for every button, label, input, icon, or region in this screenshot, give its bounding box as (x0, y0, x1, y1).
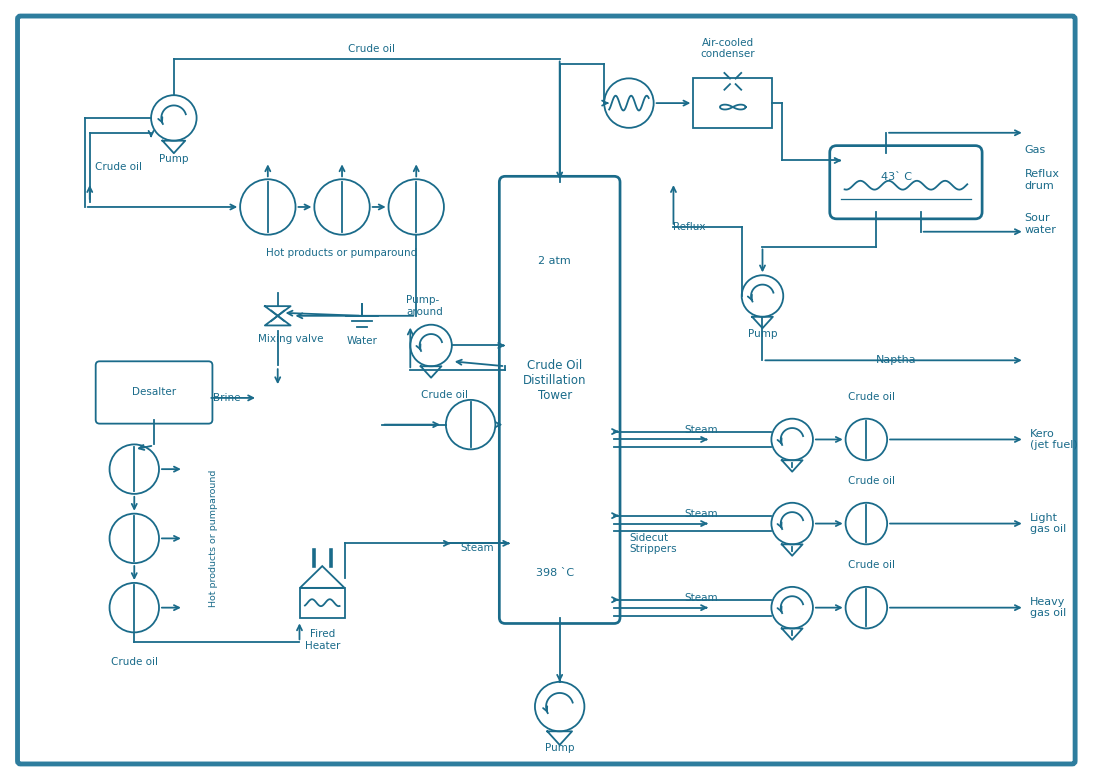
Text: Crude oil: Crude oil (848, 560, 895, 570)
Text: Pump: Pump (545, 743, 575, 753)
Text: Naptha: Naptha (877, 356, 917, 365)
Text: Crude oil: Crude oil (110, 657, 157, 667)
Text: Fired
Heater: Fired Heater (305, 629, 340, 651)
Text: Light
gas oil: Light gas oil (1030, 512, 1066, 534)
Text: Steam: Steam (461, 544, 494, 553)
Text: Reflux
drum: Reflux drum (1024, 169, 1059, 191)
Text: Crude oil: Crude oil (848, 392, 895, 402)
Text: Steam: Steam (684, 424, 718, 434)
Text: Crude oil: Crude oil (848, 476, 895, 486)
Bar (693, 78, 773, 128)
Text: Crude oil: Crude oil (421, 390, 468, 400)
Text: Pump: Pump (748, 328, 777, 339)
Text: Pump: Pump (160, 154, 189, 165)
Text: Steam: Steam (684, 593, 718, 603)
Text: Crude oil: Crude oil (349, 44, 396, 54)
Text: 2 atm: 2 atm (539, 257, 572, 267)
Text: Heavy
gas oil: Heavy gas oil (1030, 597, 1066, 619)
FancyBboxPatch shape (830, 146, 983, 219)
Text: Steam: Steam (684, 509, 718, 519)
Text: Water: Water (346, 335, 377, 346)
Text: Desalter: Desalter (132, 388, 176, 398)
Text: Crude oil: Crude oil (95, 162, 142, 172)
Text: Gas: Gas (1024, 144, 1046, 154)
Text: Pump-
around: Pump- around (407, 295, 443, 317)
FancyBboxPatch shape (17, 16, 1076, 764)
Text: Brine: Brine (213, 393, 240, 403)
Text: 43` C: 43` C (881, 172, 912, 183)
Text: Reflux: Reflux (673, 222, 706, 232)
Bar (299, 588, 344, 618)
Text: Hot products or pumparound: Hot products or pumparound (209, 470, 218, 607)
Text: Air-cooled
condenser: Air-cooled condenser (701, 38, 755, 59)
Text: Crude Oil
Distillation
Tower: Crude Oil Distillation Tower (522, 359, 587, 402)
Text: Kero
(jet fuel): Kero (jet fuel) (1030, 429, 1078, 450)
Text: Mixing valve: Mixing valve (258, 334, 324, 343)
Text: Sour
water: Sour water (1024, 213, 1057, 235)
FancyBboxPatch shape (500, 176, 620, 623)
Text: Sidecut
Strippers: Sidecut Strippers (628, 533, 677, 554)
FancyBboxPatch shape (96, 361, 212, 424)
Text: 398 `C: 398 `C (536, 568, 574, 578)
Text: Hot products or pumparound: Hot products or pumparound (267, 249, 418, 258)
